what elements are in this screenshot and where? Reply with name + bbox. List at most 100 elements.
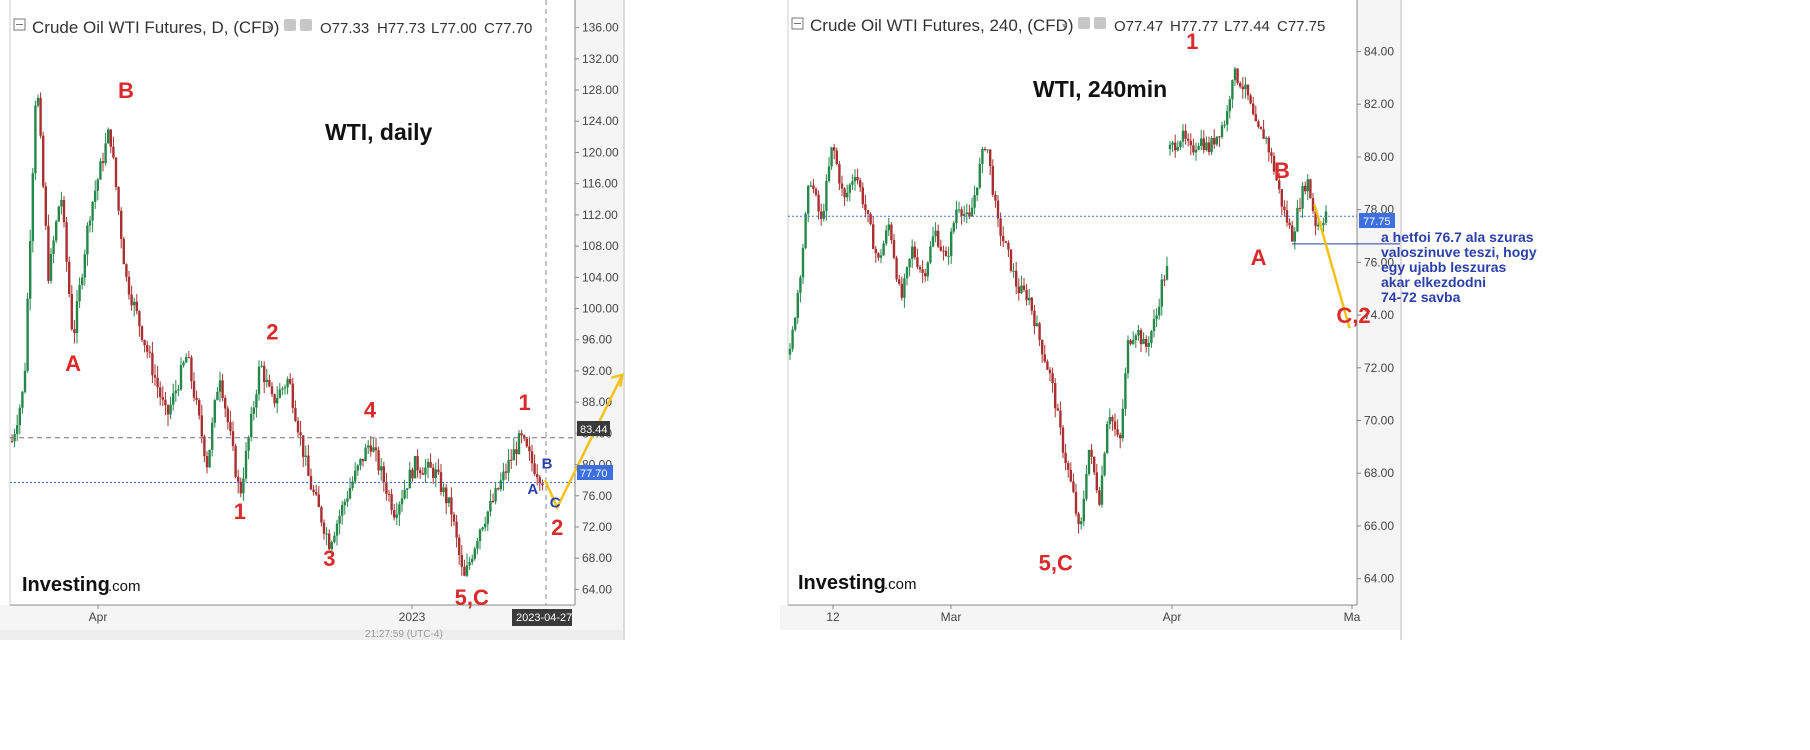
- candle-body: [499, 480, 502, 490]
- candle-body: [122, 238, 125, 265]
- candle-body: [104, 143, 107, 164]
- candle-body: [91, 201, 94, 221]
- price-axis: [575, 0, 623, 605]
- candle-body: [96, 179, 99, 191]
- candle-body: [1236, 68, 1239, 84]
- collapse-icon[interactable]: [791, 17, 804, 30]
- candle-body: [1291, 225, 1294, 242]
- candle-body: [825, 180, 828, 212]
- x-tick-labels: 12 Mar Apr Ma: [826, 605, 1361, 624]
- wti-240min-chart: 84.0082.0080.0078.0076.0074.0072.0070.00…: [780, 0, 1537, 640]
- candle-body: [60, 199, 63, 207]
- collapse-icon[interactable]: [13, 18, 26, 31]
- candle-body: [846, 192, 849, 198]
- symbol-header[interactable]: Crude Oil WTI Futures, 240, (CFD): [810, 16, 1074, 35]
- wave-label: B: [118, 78, 134, 103]
- settings-icon[interactable]: [1094, 17, 1106, 29]
- y-tick-label: 100.00: [582, 302, 619, 316]
- candle-body: [1108, 417, 1111, 424]
- candle-body: [887, 224, 890, 231]
- candle-body: [159, 387, 162, 398]
- candle-body: [138, 311, 141, 327]
- candle-body: [538, 477, 541, 484]
- candle-body: [465, 565, 469, 576]
- projection-path: [543, 373, 624, 511]
- candle-body: [1116, 429, 1119, 435]
- header-dropdown-icon[interactable]: ▾: [1062, 21, 1067, 32]
- candle-body: [879, 255, 883, 258]
- candle-body: [1254, 114, 1257, 122]
- y-tick-label: 72.00: [1364, 361, 1394, 375]
- candle-body: [1226, 111, 1229, 125]
- candle-body: [421, 473, 424, 475]
- candle-body: [294, 407, 297, 421]
- candle-body: [981, 148, 984, 165]
- candle-body: [1022, 285, 1026, 290]
- candle-body: [112, 146, 115, 158]
- candle-body: [153, 375, 157, 378]
- candle-body: [283, 387, 287, 389]
- candle-body: [1106, 423, 1109, 454]
- settings-icon[interactable]: [300, 19, 312, 31]
- candle-body: [1174, 142, 1177, 151]
- candle-body: [395, 514, 398, 518]
- candle-body: [398, 504, 401, 515]
- candle-body: [1069, 469, 1072, 482]
- candle-body: [942, 250, 945, 252]
- candle-body: [1085, 474, 1088, 499]
- candle-body: [26, 298, 29, 371]
- candle-body: [177, 389, 180, 391]
- candle-body: [1265, 137, 1268, 139]
- candle-body: [1155, 315, 1158, 320]
- investing-logo-suffix: .com: [108, 578, 141, 595]
- candle-body: [1314, 210, 1317, 227]
- eye-icon[interactable]: [1078, 17, 1090, 29]
- candle-body: [273, 394, 276, 404]
- note-line: a hetfoi 76.7 ala szuras: [1381, 229, 1534, 245]
- candle-body: [1285, 210, 1289, 223]
- candle-body: [1241, 86, 1244, 90]
- x-tick-label: Ma: [1344, 610, 1361, 624]
- header-dropdown-icon[interactable]: ▾: [267, 23, 272, 34]
- candle-body: [354, 470, 357, 482]
- candle-body: [1048, 369, 1052, 374]
- symbol-header[interactable]: Crude Oil WTI Futures, D, (CFD): [32, 18, 279, 37]
- candle-body: [190, 357, 193, 382]
- x-tick-labels: Apr 2023: [89, 605, 426, 624]
- candle-body: [361, 458, 365, 462]
- candle-body: [445, 487, 448, 504]
- candle-body: [817, 194, 820, 212]
- note-line: akar elkezdodni: [1381, 274, 1486, 290]
- y-tick-label: 112.00: [582, 208, 618, 222]
- candle-body: [203, 436, 206, 457]
- y-tick-label: 92.00: [582, 364, 612, 378]
- candle-body: [517, 433, 521, 455]
- candle-body: [1080, 521, 1083, 525]
- candle-body: [1239, 83, 1242, 87]
- candle-body: [1087, 449, 1091, 475]
- bottom-toolbar[interactable]: [0, 630, 623, 640]
- candle-body: [1192, 145, 1195, 153]
- candle-body: [325, 533, 328, 535]
- candle-body: [439, 472, 443, 492]
- candle-body: [1043, 354, 1046, 362]
- eye-icon[interactable]: [284, 19, 296, 31]
- y-tick-label: 72.00: [582, 520, 612, 534]
- candle-body: [895, 257, 898, 280]
- candle-body: [255, 394, 258, 408]
- candle-body: [429, 461, 432, 468]
- candle-body: [1324, 211, 1328, 223]
- candle-body: [1113, 421, 1117, 430]
- candle-body: [192, 381, 196, 398]
- candle-body: [62, 199, 66, 223]
- y-tick-label: 74.00: [1364, 308, 1394, 322]
- candle-body: [1121, 408, 1124, 439]
- candle-body: [107, 129, 110, 144]
- candle-body: [208, 449, 211, 468]
- candle-body: [1213, 137, 1216, 145]
- candle-body: [276, 397, 279, 404]
- candle-body: [512, 449, 515, 461]
- candle-body: [905, 267, 909, 279]
- subwave-label: C: [550, 494, 561, 511]
- candle-body: [1179, 141, 1182, 148]
